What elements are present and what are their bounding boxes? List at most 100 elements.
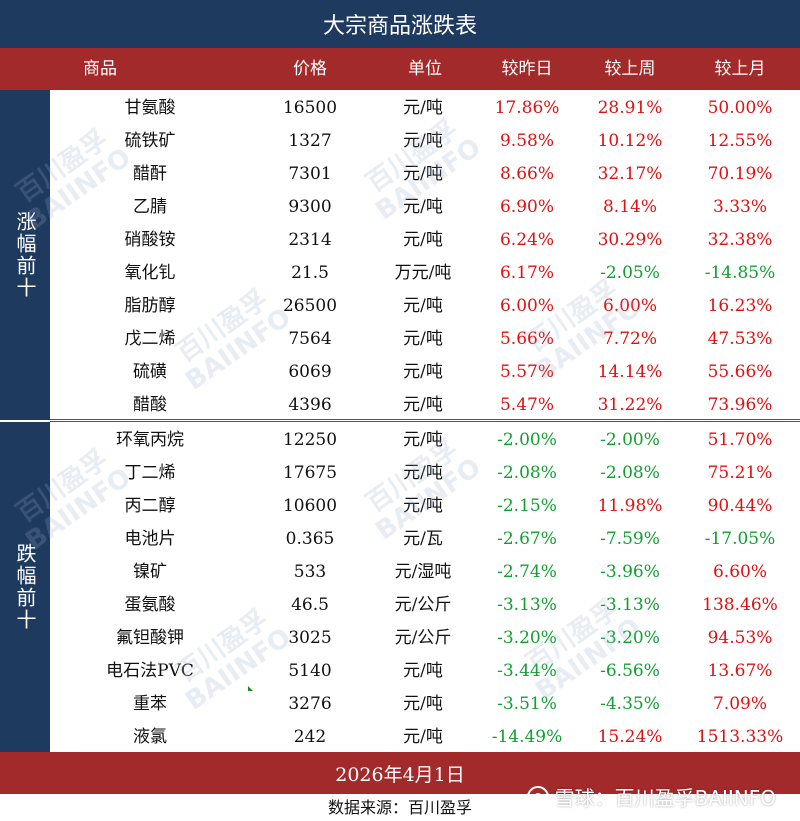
cell-month: 3.33% (712, 197, 768, 217)
cell-week: 8.14% (602, 197, 658, 217)
cell-price: 533 (293, 562, 327, 582)
cell-name: 电池片 (124, 529, 176, 549)
cell-week: 28.91% (597, 98, 663, 118)
cell-name: 电石法PVC (106, 661, 194, 681)
cell-unit: 万元/吨 (394, 263, 452, 283)
cell-month: 13.67% (707, 661, 773, 681)
cell-week: 32.17% (597, 164, 663, 184)
cell-week: 14.14% (597, 362, 663, 382)
cell-month: 1513.33% (696, 727, 784, 747)
cell-unit: 元/吨 (403, 694, 443, 714)
cell-week: -3.13% (600, 595, 660, 615)
table-row: 甘氨酸 16500 元/吨 17.86% 28.91% 50.00% (50, 92, 800, 125)
table-row: 醋酐 7301 元/吨 8.66% 32.17% 70.19% (50, 158, 800, 191)
cell-month: 55.66% (707, 362, 773, 382)
cell-price: 10600 (282, 496, 338, 516)
cell-month: 12.55% (707, 131, 773, 151)
table-row: 氧化钆 21.5 万元/吨 6.17% -2.05% -14.85% (50, 257, 800, 290)
cell-month: 50.00% (707, 98, 773, 118)
cell-day: -3.44% (497, 661, 557, 681)
cell-day: -3.51% (497, 694, 557, 714)
header-month: 较上月 (714, 59, 766, 79)
cell-unit: 元/吨 (403, 131, 443, 151)
table-row: 镍矿 533 元/湿吨 -2.74% -3.96% 6.60% (50, 556, 800, 589)
cell-week: -3.20% (600, 628, 660, 648)
cell-month: 90.44% (707, 496, 773, 516)
cell-week: 7.72% (602, 329, 658, 349)
table-row: 蛋氨酸 46.5 元/公斤 -3.13% -3.13% 138.46% (50, 589, 800, 622)
cell-month: 47.53% (707, 329, 773, 349)
cell-price: 7564 (288, 329, 332, 349)
table-row: 硫磺 6069 元/吨 5.57% 14.14% 55.66% (50, 356, 800, 389)
cell-name: 硫磺 (133, 362, 167, 382)
cell-name: 硫铁矿 (124, 131, 176, 151)
section-divider (50, 419, 800, 422)
cell-name: 硝酸铵 (124, 230, 176, 250)
cell-month: 75.21% (707, 463, 773, 483)
section-label-top: 涨幅前十 (0, 90, 50, 420)
cell-month: 7.09% (712, 694, 768, 714)
table-row: 醋酸 4396 元/吨 5.47% 31.22% 73.96% (50, 389, 800, 422)
date-text: 2026年4月1日 (335, 763, 465, 786)
table-row: 环氧丙烷 12250 元/吨 -2.00% -2.00% 51.70% (50, 424, 800, 457)
cell-week: 15.24% (597, 727, 663, 747)
cell-name: 醋酸 (133, 395, 167, 415)
cell-day: -2.67% (497, 529, 557, 549)
cell-price: 9300 (288, 197, 332, 217)
cell-week: -2.05% (600, 263, 660, 283)
cell-month: -14.85% (704, 263, 776, 283)
date-bar: 2026年4月1日 (0, 752, 800, 794)
cell-name: 液氯 (133, 727, 167, 747)
cell-name: 戊二烯 (124, 329, 176, 349)
cell-week: 31.22% (597, 395, 663, 415)
cell-unit: 元/吨 (403, 395, 443, 415)
table-row: 戊二烯 7564 元/吨 5.66% 7.72% 47.53% (50, 323, 800, 356)
cell-unit: 元/吨 (403, 197, 443, 217)
cell-day: 17.86% (494, 98, 560, 118)
cell-week: -6.56% (600, 661, 660, 681)
cell-unit: 元/瓦 (403, 529, 443, 549)
cell-unit: 元/吨 (403, 164, 443, 184)
cell-day: -3.13% (497, 595, 557, 615)
cell-unit: 元/湿吨 (394, 562, 452, 582)
header-name: 商品 (83, 59, 117, 79)
cell-day: 6.24% (499, 230, 555, 250)
cell-unit: 元/吨 (403, 496, 443, 516)
cell-name: 环氧丙烷 (116, 430, 184, 450)
cell-unit: 元/吨 (403, 661, 443, 681)
cell-day: -14.49% (491, 727, 563, 747)
cell-month: 70.19% (707, 164, 773, 184)
cell-price: 1327 (288, 131, 332, 151)
cell-month: 6.60% (712, 562, 768, 582)
cell-month: 16.23% (707, 296, 773, 316)
section-label-bottom: 跌幅前十 (0, 422, 50, 752)
cell-week: 11.98% (597, 496, 663, 516)
cell-name: 蛋氨酸 (124, 595, 176, 615)
cell-month: -17.05% (704, 529, 776, 549)
cell-name: 乙腈 (133, 197, 167, 217)
cell-unit: 元/公斤 (394, 595, 452, 615)
xueqiu-text: 雪球：百川盈孚BAIINFO (554, 786, 776, 810)
cell-unit: 元/吨 (403, 430, 443, 450)
cell-day: -2.00% (497, 430, 557, 450)
cell-day: 5.47% (499, 395, 555, 415)
cell-day: 5.66% (499, 329, 555, 349)
cell-unit: 元/吨 (403, 362, 443, 382)
cell-month: 73.96% (707, 395, 773, 415)
xueqiu-logo-icon (526, 785, 549, 808)
cell-name: 甘氨酸 (124, 98, 176, 118)
cell-day: 6.90% (499, 197, 555, 217)
table-title: 大宗商品涨跌表 (0, 0, 800, 48)
cell-unit: 元/吨 (403, 329, 443, 349)
cell-unit: 元/吨 (403, 296, 443, 316)
cell-month: 94.53% (707, 628, 773, 648)
cell-price: 5140 (288, 661, 332, 681)
cell-week: 6.00% (602, 296, 658, 316)
cell-price: 21.5 (291, 263, 329, 283)
title-text: 大宗商品涨跌表 (322, 14, 477, 39)
cell-day: 8.66% (499, 164, 555, 184)
cell-week: 10.12% (597, 131, 663, 151)
cell-week: -2.08% (600, 463, 660, 483)
commodity-table: 甘氨酸 16500 元/吨 17.86% 28.91% 50.00% 硫铁矿 1327 元/吨 9… (50, 90, 800, 752)
cell-name: 醋酐 (133, 164, 167, 184)
